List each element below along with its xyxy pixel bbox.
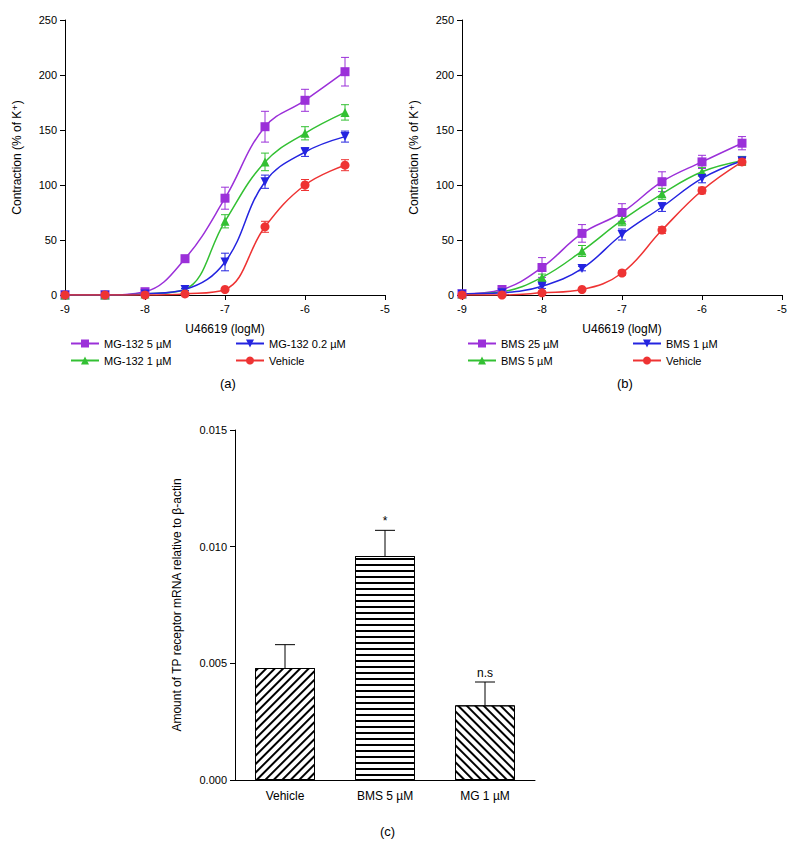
svg-text:Vehicle: Vehicle xyxy=(666,355,701,367)
svg-text:(b): (b) xyxy=(617,376,633,391)
svg-text:U46619 (logM): U46619 (logM) xyxy=(185,322,264,336)
svg-text:Vehicle: Vehicle xyxy=(266,789,305,803)
svg-text:n.s: n.s xyxy=(477,666,493,680)
svg-text:MG 1 µM: MG 1 µM xyxy=(460,789,510,803)
svg-text:Contraction (% of K⁺): Contraction (% of K⁺) xyxy=(10,100,24,214)
svg-text:-5: -5 xyxy=(380,303,390,315)
svg-text:(a): (a) xyxy=(220,376,236,391)
svg-text:U46619 (logM): U46619 (logM) xyxy=(582,322,661,336)
svg-text:0: 0 xyxy=(51,289,57,301)
svg-text:-9: -9 xyxy=(457,303,467,315)
svg-text:0.000: 0.000 xyxy=(199,774,227,786)
svg-text:Vehicle: Vehicle xyxy=(269,355,304,367)
svg-text:100: 100 xyxy=(39,179,57,191)
svg-text:50: 50 xyxy=(45,234,57,246)
svg-text:Contraction (% of K⁺): Contraction (% of K⁺) xyxy=(407,100,421,214)
svg-text:0.010: 0.010 xyxy=(199,541,227,553)
svg-text:200: 200 xyxy=(39,69,57,81)
svg-text:200: 200 xyxy=(436,69,454,81)
svg-text:-6: -6 xyxy=(300,303,310,315)
svg-text:50: 50 xyxy=(442,234,454,246)
svg-text:0.015: 0.015 xyxy=(199,424,227,436)
svg-text:0: 0 xyxy=(448,289,454,301)
svg-text:-8: -8 xyxy=(140,303,150,315)
svg-text:150: 150 xyxy=(436,124,454,136)
svg-text:*: * xyxy=(383,514,388,528)
svg-text:-7: -7 xyxy=(617,303,627,315)
svg-text:-8: -8 xyxy=(537,303,547,315)
svg-text:MG-132 0.2 µM: MG-132 0.2 µM xyxy=(269,338,346,350)
svg-text:BMS 5 µM: BMS 5 µM xyxy=(501,355,553,367)
svg-text:250: 250 xyxy=(436,14,454,26)
svg-text:-9: -9 xyxy=(60,303,70,315)
svg-text:150: 150 xyxy=(39,124,57,136)
svg-text:BMS 25 µM: BMS 25 µM xyxy=(501,338,559,350)
svg-text:BMS 5 µM: BMS 5 µM xyxy=(357,789,413,803)
svg-text:100: 100 xyxy=(436,179,454,191)
svg-text:MG-132 1 µM: MG-132 1 µM xyxy=(104,355,171,367)
svg-text:MG-132 5 µM: MG-132 5 µM xyxy=(104,338,171,350)
svg-text:(c): (c) xyxy=(380,824,395,839)
svg-text:-7: -7 xyxy=(220,303,230,315)
svg-text:BMS 1 µM: BMS 1 µM xyxy=(666,338,718,350)
svg-text:-5: -5 xyxy=(777,303,787,315)
svg-text:250: 250 xyxy=(39,14,57,26)
svg-text:0.005: 0.005 xyxy=(199,657,227,669)
svg-text:-6: -6 xyxy=(697,303,707,315)
svg-text:Amount of TP receptor mRNA rel: Amount of TP receptor mRNA relative to β… xyxy=(170,478,184,731)
